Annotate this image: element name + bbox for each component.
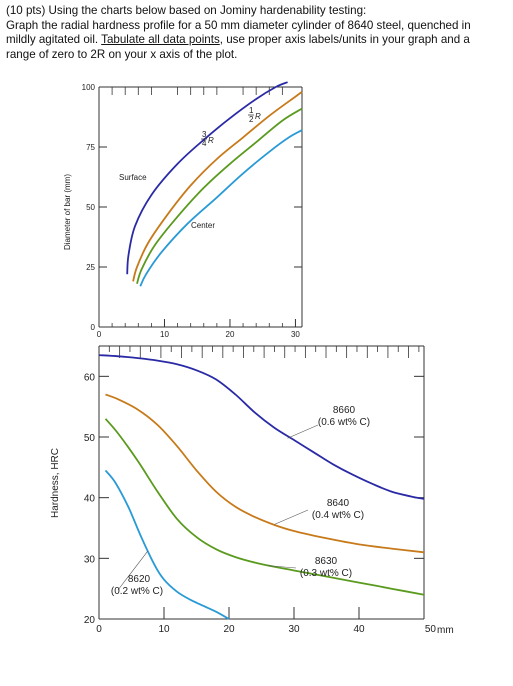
diameter-chart-x-tick-label: 20 xyxy=(226,330,235,339)
diameter-chart-ticks: 0 10 20 30 0 25 50 75 100 xyxy=(82,83,302,339)
hardness-chart-ticks: 0 10 20 30 40 50 20 30 40 50 60 xyxy=(84,346,437,635)
diameter-chart: 0 10 20 30 0 25 50 75 100 Diameter of bar (mm) S… xyxy=(63,81,303,339)
question-line-3: mildly agitated oil. Tabulate all data p… xyxy=(6,33,508,48)
center-curve xyxy=(139,129,303,287)
hardness-chart-y-tick-label: 40 xyxy=(84,494,96,505)
surface-label: Surface xyxy=(119,173,147,182)
diameter-chart-y-tick-label: 0 xyxy=(91,323,96,332)
series-label-leader xyxy=(287,424,319,439)
hardness-chart-y-tick-label: 30 xyxy=(84,554,96,565)
hardness-chart-series xyxy=(98,354,425,620)
series-8640-curve xyxy=(105,393,425,554)
hardness-chart: 0 10 20 30 40 50 20 30 40 50 60 Hardness, HRC mm 8… xyxy=(50,345,454,636)
series-label-leader xyxy=(267,565,297,569)
series-8660-carbon: (0.6 wt% C) xyxy=(318,417,370,428)
half-r-label: 1 2 R xyxy=(248,106,261,124)
hardness-chart-x-tick-label: 30 xyxy=(288,624,300,635)
hardness-chart-x-tick-label: 50 xyxy=(425,624,437,635)
diameter-chart-x-tick-label: 0 xyxy=(97,330,102,339)
hardness-chart-x-tick-label: 40 xyxy=(353,624,365,635)
diameter-chart-series xyxy=(126,81,303,287)
hardness-chart-series-labels: 8660 (0.6 wt% C) 8640 (0.4 wt% C) 8630 (… xyxy=(111,405,370,597)
diameter-chart-y-tick-label: 75 xyxy=(86,143,95,152)
series-8630-curve xyxy=(104,418,425,596)
question-line-3-post: , use proper axis labels/units in your g… xyxy=(219,33,470,47)
surface-curve xyxy=(126,81,288,275)
diameter-chart-x-tick-label: 30 xyxy=(291,330,300,339)
three-quarter-r-symbol: R xyxy=(208,136,214,145)
series-8630-carbon: (0.3 wt% C) xyxy=(300,568,352,579)
diameter-chart-y-tick-label: 50 xyxy=(86,203,95,212)
series-8640-carbon: (0.4 wt% C) xyxy=(312,510,364,521)
half-r-curve xyxy=(136,107,303,285)
diameter-chart-y-label: Diameter of bar (mm) xyxy=(63,174,72,250)
hardness-chart-y-tick-label: 20 xyxy=(84,615,96,626)
series-8620-curve xyxy=(104,469,230,620)
series-8620-carbon: (0.2 wt% C) xyxy=(111,586,163,597)
series-8620-label: 8620 xyxy=(128,574,151,585)
hardness-chart-x-tick-label: 20 xyxy=(223,624,235,635)
diameter-chart-y-tick-label: 25 xyxy=(86,263,95,272)
hardness-chart-y-tick-label: 60 xyxy=(84,372,96,383)
question-underlined-phrase: Tabulate all data points xyxy=(101,33,220,47)
question-text: (10 pts) Using the charts below based on… xyxy=(6,4,508,62)
series-8660-label: 8660 xyxy=(333,405,356,416)
hardness-chart-x-tick-label: 10 xyxy=(158,624,170,635)
series-label-leader xyxy=(117,550,148,591)
question-line-1: (10 pts) Using the charts below based on… xyxy=(6,4,367,17)
diameter-chart-x-tick-label: 10 xyxy=(160,330,169,339)
three-quarter-r-label: 3 4 R xyxy=(201,130,214,148)
question-line-3-pre: mildly agitated oil. xyxy=(6,33,102,47)
series-8640-label: 8640 xyxy=(327,498,350,509)
diameter-chart-y-tick-label: 100 xyxy=(82,83,96,92)
question-line-4: range of zero to 2R on your x axis of th… xyxy=(6,47,238,61)
three-quarter-r-curve xyxy=(132,91,303,282)
three-quarter-r-denominator: 4 xyxy=(202,139,207,148)
hardness-chart-y-label: Hardness, HRC xyxy=(50,448,61,518)
series-8660-curve xyxy=(98,354,425,500)
series-8630-label: 8630 xyxy=(315,556,338,567)
half-r-numerator: 1 xyxy=(249,106,254,115)
hardness-chart-y-tick-label: 50 xyxy=(84,433,96,444)
three-quarter-r-numerator: 3 xyxy=(202,130,207,139)
series-label-leader xyxy=(274,509,309,525)
hardness-chart-x-tick-label: 0 xyxy=(96,624,102,635)
hardness-chart-x-unit: mm xyxy=(437,625,454,636)
center-label: Center xyxy=(191,221,215,230)
question-line-2: Graph the radial hardness profile for a … xyxy=(6,18,471,32)
half-r-symbol: R xyxy=(255,112,261,121)
half-r-denominator: 2 xyxy=(249,115,254,124)
